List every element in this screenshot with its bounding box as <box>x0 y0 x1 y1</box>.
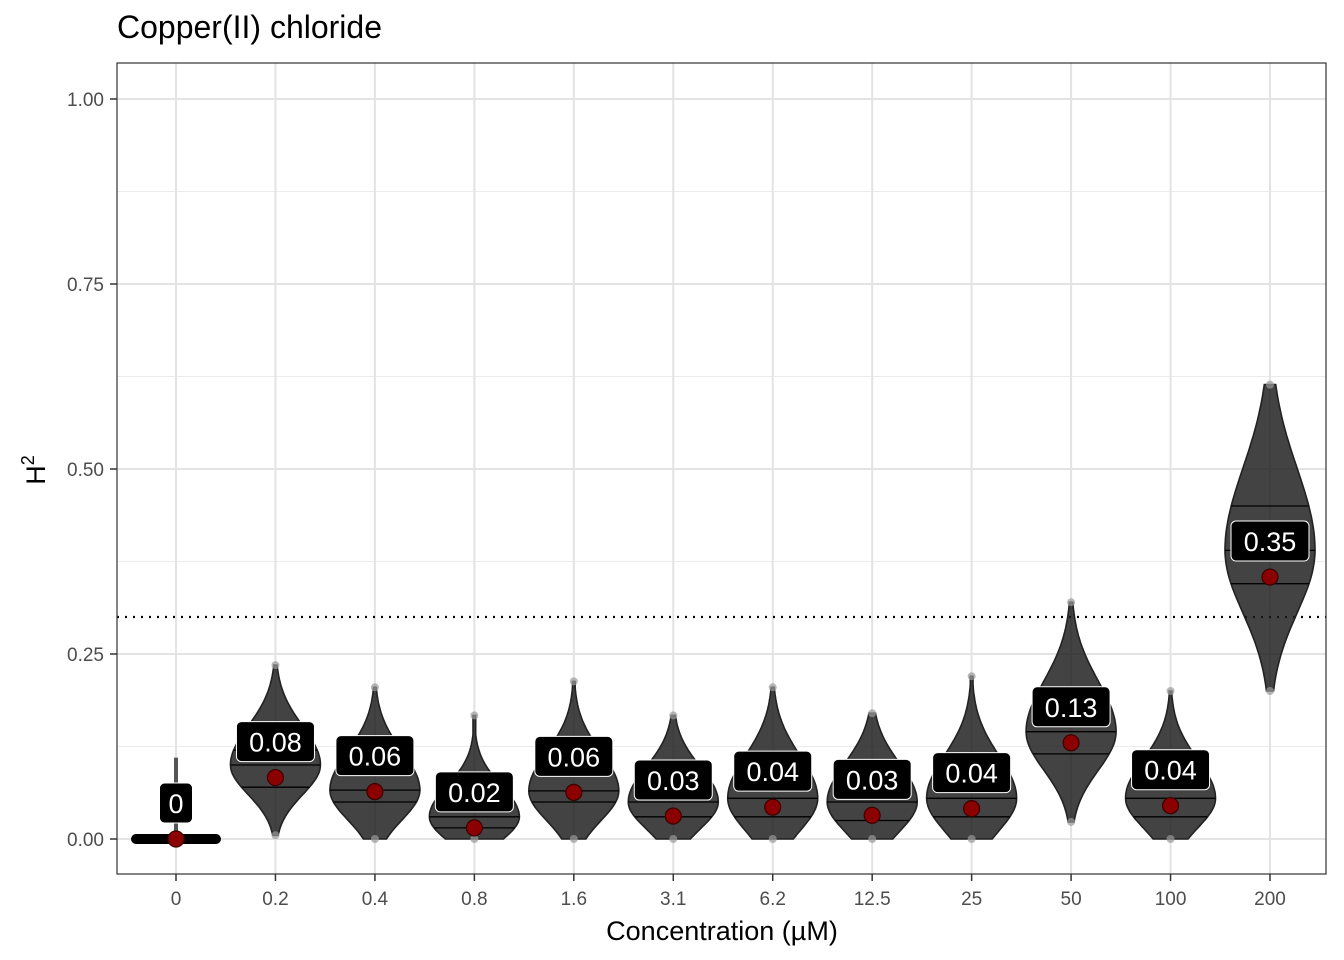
y-axis-title-superscript: 2 <box>18 455 38 465</box>
svg-text:H2: H2 <box>18 455 51 485</box>
x-tick-label: 0 <box>171 889 182 910</box>
value-label-text: 0.06 <box>349 742 402 772</box>
value-label-box <box>633 759 713 801</box>
mean-point <box>664 807 682 825</box>
mean-point <box>1062 734 1080 752</box>
chart-title: Copper(II) chloride <box>117 9 382 45</box>
value-label-text: 0.04 <box>746 757 799 787</box>
mean-point <box>366 783 384 801</box>
y-tick-label: 0.75 <box>67 275 104 296</box>
y-axis-title-main: H <box>21 465 51 485</box>
tail-point <box>1266 380 1274 389</box>
tail-point <box>1266 687 1274 695</box>
value-label: 0 <box>159 782 193 824</box>
x-tick-label: 25 <box>961 889 982 910</box>
value-label-box <box>434 771 514 813</box>
value-label-box <box>1031 686 1111 728</box>
tail-point <box>669 711 678 720</box>
y-axis-title: H2 <box>18 455 51 485</box>
y-tick-label: 0.50 <box>67 460 104 481</box>
tail-point <box>868 709 877 718</box>
mean-point <box>963 800 981 818</box>
value-label-text: 0.04 <box>1144 756 1197 786</box>
tail-point <box>569 677 578 686</box>
mean-point <box>266 768 285 787</box>
y-tick-label: 1.00 <box>67 90 104 111</box>
value-label-box <box>832 758 912 800</box>
tail-point <box>768 835 777 843</box>
x-axis-ticks: 0 0.2 0.4 0.8 1.6 3.1 6.2 12.5 25 50 100 200 <box>171 874 1286 910</box>
mean-point <box>565 783 583 801</box>
x-tick-label: 0.8 <box>461 889 487 910</box>
tail-point <box>1067 817 1076 826</box>
value-label-box <box>1131 749 1211 791</box>
tail-point <box>1067 598 1076 607</box>
tail-point <box>470 835 479 843</box>
value-label-text: 0.35 <box>1244 527 1297 557</box>
tail-point <box>470 711 479 720</box>
tail-point <box>370 683 379 692</box>
tail-point <box>967 835 976 843</box>
value-label: 0.03 <box>633 759 713 801</box>
tail-point <box>768 683 777 692</box>
mean-point <box>167 830 185 848</box>
value-label: 0.03 <box>832 758 912 800</box>
mean-point <box>465 819 483 837</box>
x-tick-label: 1.6 <box>561 889 587 910</box>
value-label: 0.06 <box>335 735 415 777</box>
tail-point <box>1166 835 1175 843</box>
value-label-text: 0.03 <box>647 766 700 796</box>
mean-point <box>1261 568 1279 586</box>
value-label: 0.06 <box>534 735 614 777</box>
value-label-text: 0.02 <box>448 778 501 808</box>
tail-point <box>1166 687 1175 695</box>
value-label-text: 0.13 <box>1045 693 1098 723</box>
y-tick-label: 0.25 <box>67 645 104 666</box>
x-axis-title: Concentration (µM) <box>606 916 838 946</box>
x-tick-label: 200 <box>1254 889 1286 910</box>
tail-point <box>271 661 280 670</box>
value-label-box <box>733 750 813 792</box>
value-label: 0.04 <box>1131 749 1211 791</box>
value-label: 0.04 <box>932 752 1012 794</box>
value-label: 0.04 <box>733 750 813 792</box>
mean-point <box>863 806 881 824</box>
x-tick-label: 0.4 <box>362 889 389 910</box>
x-tick-label: 100 <box>1155 889 1187 910</box>
value-label-text: 0.03 <box>846 765 899 795</box>
x-tick-label: 3.1 <box>660 889 686 910</box>
y-tick-label: 0.00 <box>67 830 104 851</box>
value-label-box <box>159 782 193 824</box>
tail-point <box>967 672 976 681</box>
value-label-text: 0.08 <box>249 728 302 758</box>
tail-point <box>868 835 877 843</box>
mean-point <box>764 798 782 816</box>
x-tick-label: 50 <box>1061 889 1082 910</box>
tail-point <box>271 831 280 840</box>
value-label-text: 0.04 <box>945 759 998 789</box>
x-tick-label: 6.2 <box>760 889 786 910</box>
value-label-box <box>932 752 1012 794</box>
value-label-box <box>235 721 315 763</box>
value-label-box <box>335 735 415 777</box>
mean-point <box>1161 797 1180 815</box>
value-label: 0.13 <box>1031 686 1111 728</box>
value-label-box <box>534 735 614 777</box>
x-tick-label: 0.2 <box>262 889 288 910</box>
value-label-box <box>1230 520 1310 562</box>
x-tick-label: 12.5 <box>854 889 891 910</box>
value-label-text: 0 <box>168 789 183 819</box>
value-labels: 0 0.08 0.06 0.02 0.06 0.03 0.04 0.03 0.04 0.13 0.0… <box>159 520 1310 824</box>
tail-point <box>569 835 578 843</box>
tail-point <box>669 835 678 843</box>
y-axis-ticks: 0.00 0.25 0.50 0.75 1.00 <box>67 90 117 851</box>
value-label: 0.02 <box>434 771 514 813</box>
tail-point <box>370 835 379 843</box>
value-label-text: 0.06 <box>548 742 601 772</box>
value-label: 0.35 <box>1230 520 1310 562</box>
value-label: 0.08 <box>235 721 315 763</box>
